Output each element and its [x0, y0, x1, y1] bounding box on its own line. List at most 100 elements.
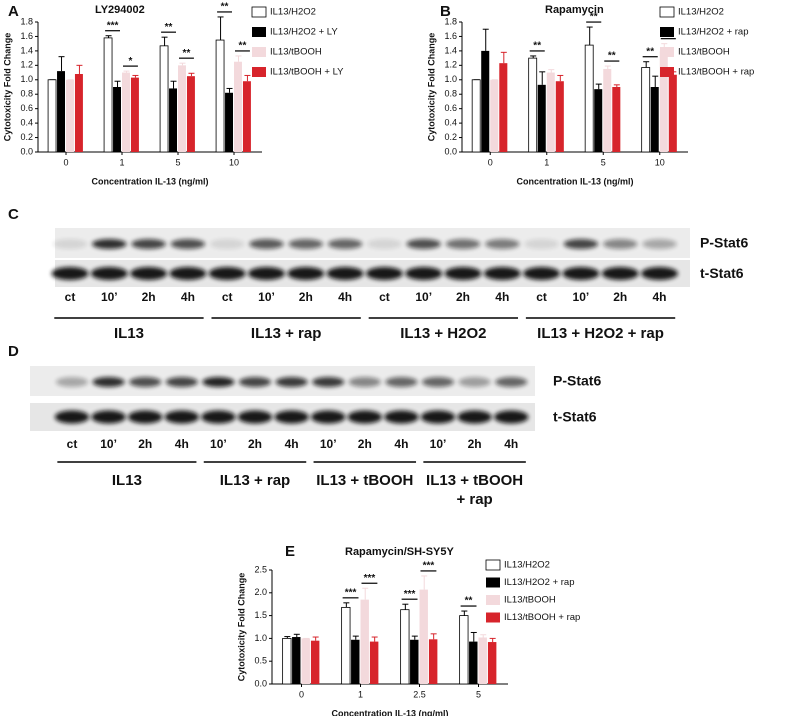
panel-label: E — [285, 543, 295, 560]
lane-label: 2h — [142, 290, 156, 304]
x-tick-label: 10 — [229, 157, 239, 167]
legend-label: IL13/tBOOH + rap — [678, 67, 754, 78]
y-tick-label: 0.0 — [254, 678, 267, 688]
bar — [57, 71, 65, 152]
bar — [546, 72, 555, 152]
bar — [668, 74, 677, 152]
lane-label: 4h — [175, 437, 189, 451]
blot-band — [208, 267, 246, 280]
blot-band — [249, 239, 284, 249]
blot-band — [202, 377, 235, 387]
x-axis-label: Concentration IL-13 (ng/ml) — [332, 708, 449, 716]
bar — [282, 638, 292, 685]
y-tick-label: 2.5 — [254, 564, 267, 574]
significance-label: ** — [590, 12, 598, 23]
legend-swatch — [486, 612, 500, 623]
y-tick-label: 1.8 — [444, 16, 457, 26]
lane-label: 2h — [358, 437, 372, 451]
bar — [215, 39, 225, 153]
lane-label: 4h — [285, 437, 299, 451]
y-tick-label: 0.8 — [20, 89, 33, 99]
panel-label: B — [440, 3, 451, 20]
x-axis-label: Concentration IL-13 (ng/ml) — [92, 176, 209, 186]
bar — [659, 50, 668, 153]
group-label: + rap — [456, 491, 492, 508]
panel-label: D — [8, 343, 19, 360]
bar — [341, 606, 351, 685]
lane-label: 2h — [299, 290, 313, 304]
blot-band — [348, 377, 381, 387]
group-label: IL13 — [112, 472, 142, 489]
bar — [419, 589, 428, 684]
lane-label: 10’ — [320, 437, 337, 451]
bar — [234, 61, 242, 152]
bar — [478, 637, 487, 684]
blot-band — [421, 377, 455, 387]
blot-band — [367, 239, 402, 249]
y-tick-label: 0.4 — [20, 117, 33, 127]
blot-band — [287, 267, 325, 280]
x-tick-label: 5 — [175, 157, 180, 167]
significance-label: ** — [221, 2, 229, 13]
bar — [487, 642, 497, 684]
blot-band — [52, 239, 88, 249]
legend-label: IL13/H2O2 + LY — [270, 27, 338, 38]
blot-band — [495, 377, 528, 387]
significance-label: ** — [239, 41, 247, 52]
lane-label: 10’ — [258, 290, 275, 304]
blot-band — [327, 239, 363, 249]
blot-band — [165, 377, 198, 387]
y-tick-label: 0.0 — [444, 146, 457, 156]
legend-label: IL13/H2O2 + rap — [678, 27, 749, 38]
significance-label: ** — [608, 51, 616, 62]
blot-band — [92, 377, 125, 387]
bar — [351, 639, 360, 684]
blot-band — [524, 239, 559, 249]
bar — [301, 638, 310, 684]
bar — [113, 87, 121, 152]
blot-band — [493, 410, 529, 424]
bar — [74, 74, 83, 152]
blot-band — [641, 267, 678, 280]
y-tick-label: 1.8 — [20, 16, 33, 26]
lane-label: 10’ — [101, 290, 118, 304]
blot-band — [384, 410, 419, 424]
blot-band — [131, 239, 166, 249]
x-tick-label: 0 — [488, 157, 493, 167]
blot-row-label: t-Stat6 — [553, 409, 597, 425]
x-tick-label: 0 — [63, 157, 68, 167]
chart-title: Rapamycin — [545, 4, 604, 16]
lane-label: 4h — [504, 437, 518, 451]
legend-label: IL13/tBOOH + rap — [504, 612, 580, 623]
bar — [459, 615, 469, 685]
panel-label: C — [8, 206, 19, 223]
blot-band — [483, 267, 521, 280]
y-tick-label: 2.0 — [254, 587, 267, 597]
x-tick-label: 2.5 — [413, 689, 426, 699]
x-axis-label: Concentration IL-13 (ng/ml) — [517, 176, 634, 186]
bar — [410, 639, 419, 684]
y-tick-label: 0.6 — [444, 103, 457, 113]
legend-swatch — [252, 67, 266, 77]
blot-band — [457, 410, 492, 424]
significance-label: ** — [646, 46, 654, 57]
blot-band — [238, 377, 272, 387]
blot-band — [127, 410, 163, 424]
lane-label: 4h — [394, 437, 408, 451]
blot-band — [92, 239, 127, 249]
y-tick-label: 0.4 — [444, 117, 457, 127]
group-label: IL13 — [114, 325, 144, 342]
blot-band — [563, 239, 599, 249]
significance-label: ** — [183, 48, 191, 59]
bar — [47, 79, 57, 153]
group-label: IL13 + H2O2 — [400, 325, 486, 342]
x-tick-label: 1 — [358, 689, 363, 699]
y-tick-label: 0.5 — [254, 656, 267, 666]
bar — [292, 637, 301, 684]
bar — [555, 81, 564, 152]
legend-swatch — [252, 27, 266, 37]
blot-band — [485, 239, 520, 249]
x-tick-label: 10 — [655, 157, 665, 167]
bar — [369, 641, 379, 684]
